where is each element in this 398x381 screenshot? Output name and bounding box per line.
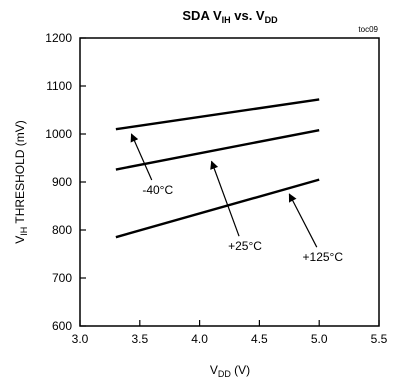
x-tick-label: 4.0 [191,332,208,346]
title-subscript-ih: IH [222,15,231,25]
plot-frame [79,37,380,327]
title-prefix: SDA V [182,8,222,23]
y-tick-label: 600 [52,319,72,333]
x-axis-label-subscript: DD [218,369,231,379]
x-axis-label-suffix: (V) [231,363,250,377]
y-axis-label-prefix: V [13,236,27,244]
x-axis-label: VDD (V) [210,363,250,379]
annotation-arrow [288,193,318,248]
y-axis-label: VIH THRESHOLD (mV) [13,120,29,243]
y-tick-label: 800 [52,223,72,237]
series-line [115,128,320,171]
x-tick-label: 5.5 [371,332,388,346]
series-lines [115,98,320,239]
x-tick-label: 5.0 [311,332,328,346]
annotation-label: +25°C [228,239,262,253]
x-tick-label: 3.5 [131,332,148,346]
chart-title: SDA VIH vs. VDD [182,8,278,25]
x-ticks: 3.0 3.5 4.0 4.5 5.0 5.5 [72,320,388,346]
annotations: -40°C +25°C +125°C [130,133,344,264]
annotation-label: -40°C [142,183,173,197]
annotation-arrow [210,160,240,237]
y-tick-label: 900 [52,175,72,189]
y-axis-label-subscript: IH [19,227,29,236]
y-axis-label-suffix: THRESHOLD (mV) [13,120,27,226]
title-subscript-dd: DD [265,15,278,25]
y-tick-label: 700 [52,271,72,285]
annotation-arrow [130,133,153,181]
x-tick-label: 3.0 [72,332,89,346]
y-tick-label: 1200 [45,31,72,45]
title-middle: vs. V [231,8,265,23]
annotation-label: +125°C [303,250,344,264]
y-tick-label: 1100 [46,79,72,93]
y-ticks: 600 700 800 900 1000 1100 1200 [45,31,86,333]
figure-code: toc09 [358,25,378,34]
x-axis-label-prefix: V [210,363,218,377]
series-line [115,178,320,239]
x-tick-label: 4.5 [251,332,268,346]
y-tick-label: 1000 [45,127,72,141]
series-line [115,98,320,131]
